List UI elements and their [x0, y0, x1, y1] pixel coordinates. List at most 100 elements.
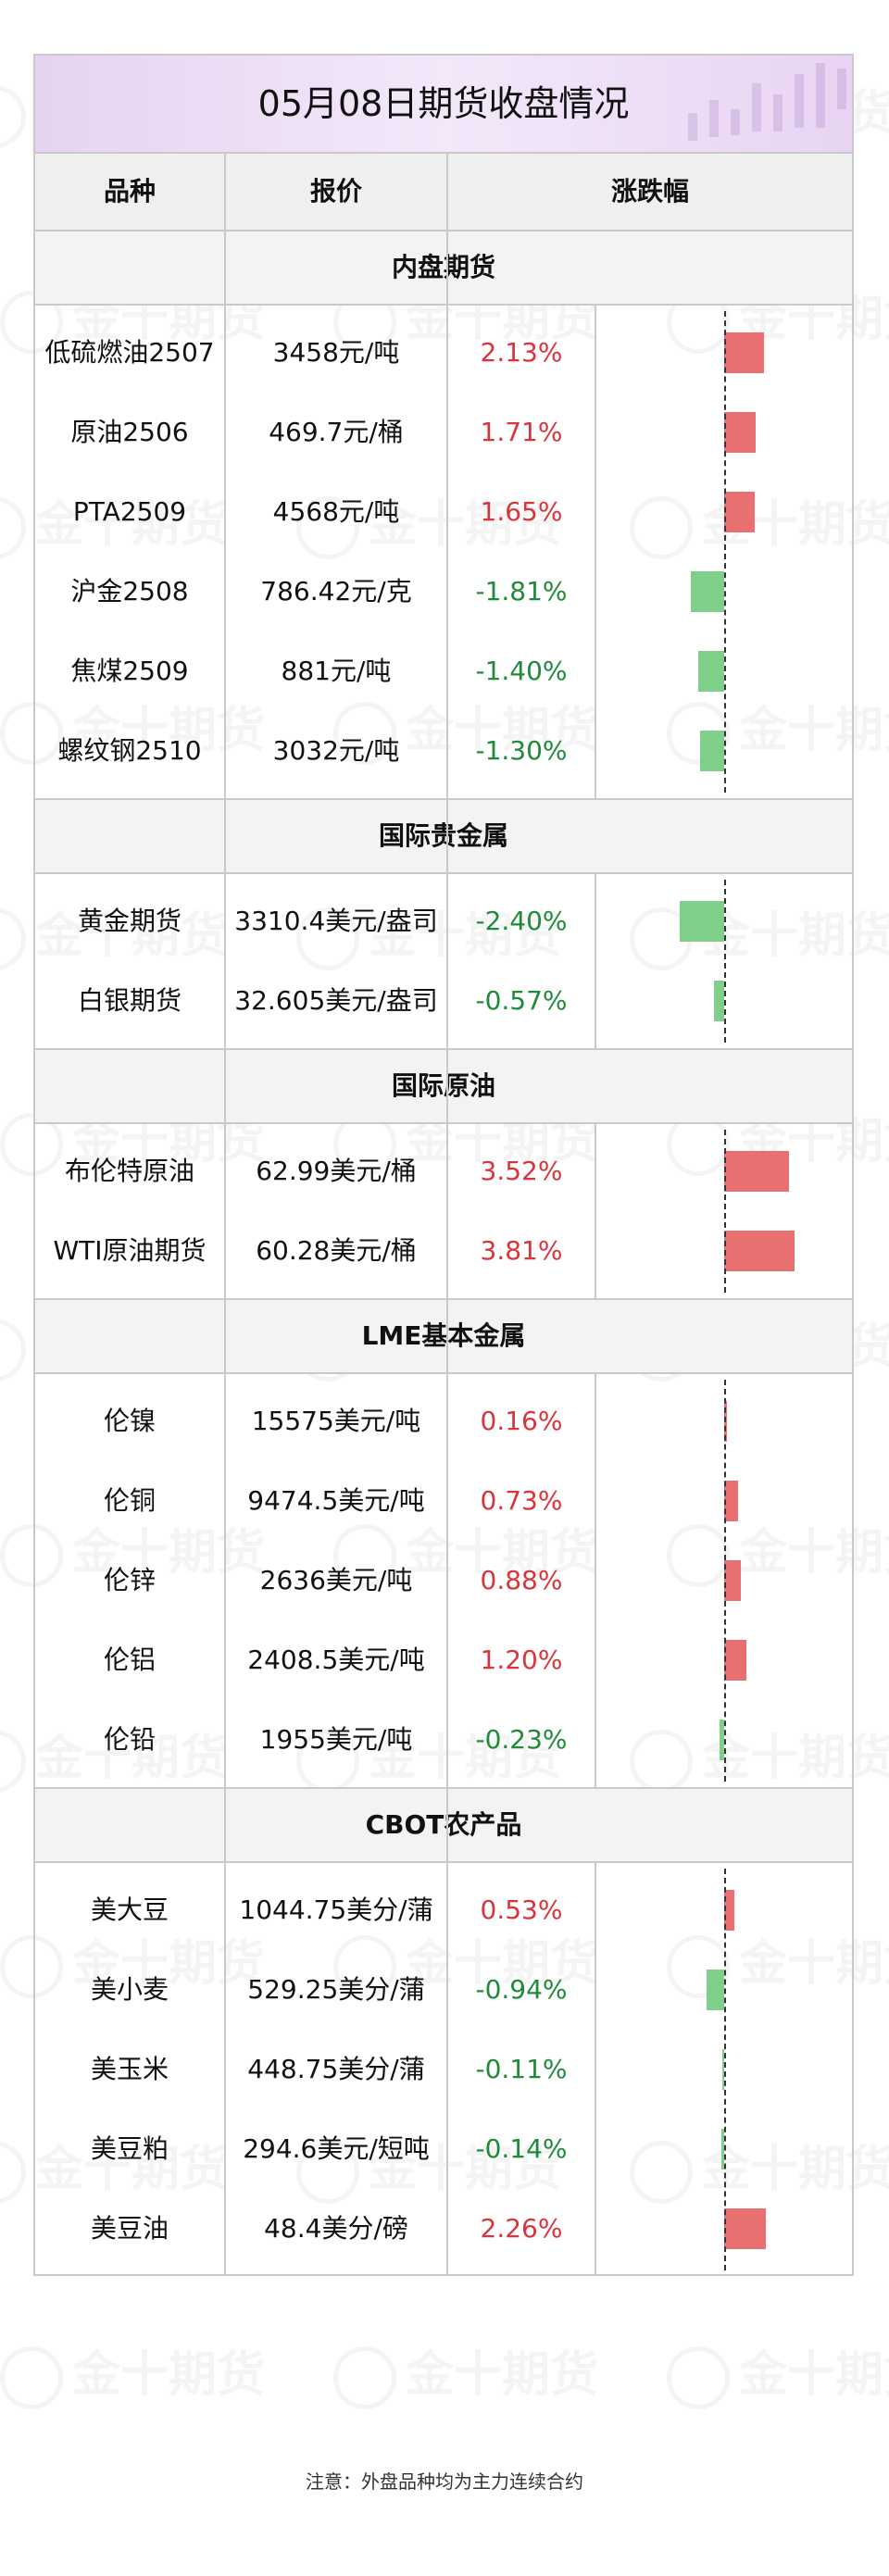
table-row: 原油2506 469.7元/桶 1.71%	[35, 393, 852, 472]
change-percent: -1.81%	[475, 576, 568, 606]
watermark: 金十期货	[667, 2335, 889, 2409]
column-divider	[595, 1374, 596, 1787]
section-header: 国际原油	[35, 1048, 852, 1124]
change-bar	[721, 2129, 724, 2170]
table-row: 美玉米 448.75美分/蒲 -0.11%	[35, 2030, 852, 2109]
column-divider	[595, 874, 596, 1048]
commodity-price: 294.6美元/短吨	[243, 2133, 430, 2164]
watermark-text: 金十期货	[739, 2347, 889, 2403]
commodity-name: PTA2509	[72, 496, 187, 527]
change-percent: 3.52%	[480, 1156, 563, 1186]
watermark-logo-icon	[0, 907, 26, 970]
candlestick-decoration	[816, 63, 825, 128]
table-row: 美大豆 1044.75美分/蒲 0.53%	[35, 1870, 852, 1950]
commodity-name: 低硫燃油2507	[44, 337, 215, 368]
commodity-name: 焦煤2509	[70, 656, 189, 686]
change-percent: 1.65%	[480, 496, 563, 527]
commodity-name: 美豆粕	[90, 2133, 169, 2164]
commodity-price: 4568元/吨	[272, 496, 400, 527]
watermark-logo-icon	[333, 2346, 396, 2409]
watermark-logo-icon	[0, 1319, 26, 1382]
table-row: WTI原油期货 60.28美元/桶 3.81%	[35, 1211, 852, 1291]
commodity-name: 伦镍	[103, 1406, 156, 1436]
watermark: 金十期货	[0, 2335, 265, 2409]
watermark-logo-icon	[0, 2141, 26, 2204]
commodity-price: 32.605美元/盎司	[234, 985, 438, 1016]
zero-axis-line	[724, 1380, 726, 1782]
watermark-logo-icon	[0, 85, 26, 148]
watermark-logo-icon	[0, 496, 26, 559]
change-percent: 0.16%	[480, 1406, 563, 1436]
table-row: 沪金2508 786.42元/克 -1.81%	[35, 552, 852, 631]
footnote: 注意：外盘品种均为主力连续合约	[306, 2470, 583, 2493]
commodity-price: 881元/吨	[281, 656, 392, 686]
table-row: 美豆油 48.4美分/磅 2.26%	[35, 2189, 852, 2269]
commodity-name: 螺纹钢2510	[57, 735, 202, 766]
commodity-name: 伦铜	[103, 1485, 156, 1516]
commodity-name: 原油2506	[70, 417, 189, 447]
commodity-name: 伦铝	[103, 1644, 156, 1675]
change-bar	[724, 492, 755, 532]
table-row: 美豆粕 294.6美元/短吨 -0.14%	[35, 2109, 852, 2189]
change-bar	[720, 1719, 724, 1760]
commodity-price: 62.99美元/桶	[256, 1156, 417, 1186]
commodity-price: 3458元/吨	[272, 337, 400, 368]
change-percent: 0.53%	[480, 1894, 563, 1925]
futures-table-card: 05月08日期货收盘情况 品种 报价 涨跌幅 内盘期货低硫燃油2507 3458元…	[33, 54, 854, 2276]
change-bar	[724, 412, 757, 453]
change-percent: -0.11%	[475, 2054, 568, 2084]
commodity-name: 伦铅	[103, 1724, 156, 1755]
table-row: 螺纹钢2510 3032元/吨 -1.30%	[35, 711, 852, 791]
change-bar	[724, 1151, 790, 1192]
change-bar	[724, 1560, 741, 1601]
commodity-name: 美大豆	[90, 1894, 169, 1925]
change-bar	[700, 731, 724, 771]
commodity-price: 3310.4美元/盎司	[234, 906, 438, 936]
commodity-price: 9474.5美元/吨	[247, 1485, 425, 1516]
section-header: 内盘期货	[35, 230, 852, 306]
commodity-price: 2408.5美元/吨	[247, 1644, 425, 1675]
change-percent: 0.88%	[480, 1565, 563, 1595]
change-percent: -2.40%	[475, 906, 568, 936]
commodity-name: 白银期货	[77, 985, 182, 1016]
commodity-price: 1044.75美分/蒲	[239, 1894, 433, 1925]
column-divider	[595, 306, 596, 798]
commodity-name: 美小麦	[90, 1974, 169, 2005]
change-bar	[724, 1481, 738, 1521]
change-bar	[724, 1231, 795, 1271]
header-price: 报价	[309, 176, 362, 206]
commodity-price: 1955美元/吨	[259, 1724, 413, 1755]
column-divider	[224, 154, 226, 2276]
commodity-name: 沪金2508	[70, 576, 189, 606]
change-percent: -1.40%	[475, 656, 568, 686]
change-percent: -0.94%	[475, 1974, 568, 2005]
commodity-price: 15575美元/吨	[251, 1406, 421, 1436]
commodity-price: 448.75美分/蒲	[247, 2054, 425, 2084]
candlestick-decoration	[837, 69, 846, 109]
change-bar	[680, 901, 724, 942]
table-row: 伦镍 15575美元/吨 0.16%	[35, 1382, 852, 1461]
column-divider	[595, 1863, 596, 2276]
table-row: 伦铅 1955美元/吨 -0.23%	[35, 1700, 852, 1780]
candlestick-decoration	[773, 94, 783, 131]
watermark-text: 金十期货	[406, 2347, 598, 2403]
change-percent: 2.13%	[480, 337, 563, 368]
change-bar	[724, 2208, 767, 2249]
candlestick-decoration	[752, 83, 761, 131]
table-header: 品种 报价 涨跌幅	[35, 154, 852, 231]
section-header: CBOT农产品	[35, 1787, 852, 1863]
section-header: LME基本金属	[35, 1298, 852, 1374]
change-percent: 2.26%	[480, 2213, 563, 2244]
table-row: 低硫燃油2507 3458元/吨 2.13%	[35, 313, 852, 393]
commodity-price: 529.25美分/蒲	[247, 1974, 425, 2005]
commodity-name: 黄金期货	[77, 906, 182, 936]
zero-axis-line	[724, 311, 726, 793]
change-percent: 0.73%	[480, 1485, 563, 1516]
column-divider	[446, 154, 448, 2276]
change-bar	[721, 2049, 724, 2090]
page-title: 05月08日期货收盘情况	[257, 83, 630, 124]
table-row: 美小麦 529.25美分/蒲 -0.94%	[35, 1950, 852, 2030]
change-bar	[713, 981, 724, 1021]
change-bar	[698, 651, 724, 692]
change-percent: 1.20%	[480, 1644, 563, 1675]
